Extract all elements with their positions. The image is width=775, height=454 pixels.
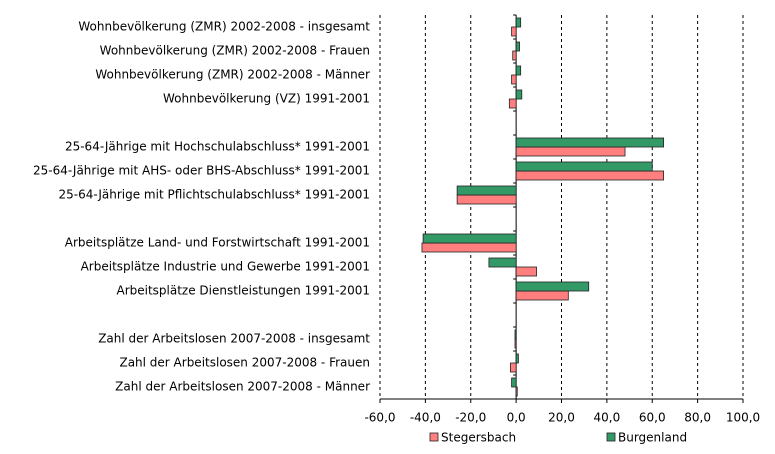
bar xyxy=(421,242,517,253)
y-tick-label: Wohnbevölkerung (ZMR) 2002-2008 - insges… xyxy=(78,20,370,34)
bar xyxy=(511,26,517,37)
x-tick-label: -40,0 xyxy=(410,411,441,425)
bar xyxy=(510,362,517,373)
y-tick-label: Zahl der Arbeitslosen 2007-2008 - Männer xyxy=(115,380,370,394)
y-tick-label: 25-64-Jährige mit AHS- oder BHS-Abschlus… xyxy=(33,164,370,178)
x-tick-label: 40,0 xyxy=(594,411,621,425)
y-tick-label: 25-64-Jährige mit Hochschulabschluss* 19… xyxy=(65,140,370,154)
x-tick-label: -60,0 xyxy=(364,411,395,425)
x-tick-label: 0,0 xyxy=(507,411,526,425)
y-tick-label: Zahl der Arbeitslosen 2007-2008 - insges… xyxy=(98,332,370,346)
legend-label: Stegersbach xyxy=(441,431,516,445)
y-tick-label: Wohnbevölkerung (VZ) 1991-2001 xyxy=(163,92,370,106)
legend-label: Burgenland xyxy=(618,431,687,445)
bar xyxy=(515,386,518,397)
bar xyxy=(515,266,537,277)
x-tick-label: 60,0 xyxy=(639,411,666,425)
bar xyxy=(515,89,523,100)
x-tick-label: 80,0 xyxy=(684,411,711,425)
x-tick-label: 100,0 xyxy=(726,411,760,425)
bar xyxy=(515,170,664,181)
legend-swatch xyxy=(429,432,439,442)
bar xyxy=(512,50,517,61)
y-tick-label: Arbeitsplätze Land- und Forstwirtschaft … xyxy=(65,236,370,250)
bar xyxy=(515,65,522,76)
bar xyxy=(515,17,522,28)
bar xyxy=(514,338,517,349)
bar xyxy=(456,194,517,205)
bar xyxy=(508,98,517,109)
bar xyxy=(511,74,517,85)
bar xyxy=(515,290,569,301)
bar xyxy=(456,185,517,196)
bar xyxy=(515,137,664,148)
x-tick-label: -20,0 xyxy=(455,411,486,425)
y-tick-label: Arbeitsplätze Dienstleistungen 1991-2001 xyxy=(116,284,370,298)
legend-swatch xyxy=(606,432,616,442)
bar xyxy=(488,257,517,268)
x-tick-label: 20,0 xyxy=(548,411,575,425)
y-tick-label: Arbeitsplätze Industrie und Gewerbe 1991… xyxy=(81,260,370,274)
y-tick-label: Zahl der Arbeitslosen 2007-2008 - Frauen xyxy=(119,356,370,370)
bar xyxy=(515,41,520,52)
bar xyxy=(515,161,653,172)
bar xyxy=(515,281,590,292)
bar xyxy=(422,233,517,244)
bar xyxy=(515,353,519,364)
y-tick-label: 25-64-Jährige mit Pflichtschulabschluss*… xyxy=(58,188,370,202)
y-tick-label: Wohnbevölkerung (ZMR) 2002-2008 - Frauen xyxy=(100,44,370,58)
y-tick-label: Wohnbevölkerung (ZMR) 2002-2008 - Männer xyxy=(95,68,370,82)
bar xyxy=(511,377,517,388)
bar xyxy=(515,146,626,157)
bar xyxy=(514,329,517,340)
